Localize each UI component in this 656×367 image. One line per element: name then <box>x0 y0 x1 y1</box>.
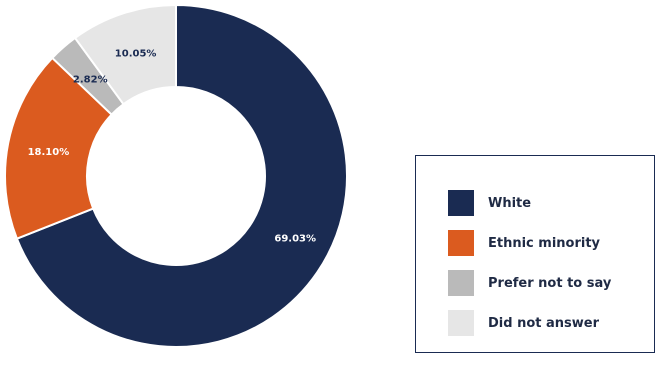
legend-item-ethnic-minority: Ethnic minority <box>448 230 600 256</box>
slice-ethnic-minority <box>4 56 114 240</box>
chart-legend: White Ethnic minority Prefer not to say … <box>415 155 655 353</box>
legend-swatch-prefer-not-to-say <box>448 270 474 296</box>
legend-label-ethnic-minority: Ethnic minority <box>488 235 601 251</box>
data-label-prefer-not-to-say: 2.82% <box>73 74 108 85</box>
legend-item-prefer-not-to-say: Prefer not to say <box>448 270 611 296</box>
slice-did-not-answer <box>73 3 177 106</box>
legend-swatch-white <box>448 190 474 216</box>
slice-white <box>15 3 348 348</box>
legend-item-white: White <box>448 190 531 216</box>
legend-label-did-not-answer: Did not answer <box>488 315 600 331</box>
data-label-ethnic-minority: 18.10% <box>28 147 70 158</box>
legend-label-prefer-not-to-say: Prefer not to say <box>488 275 612 291</box>
data-label-did-not-answer: 10.05% <box>115 48 157 59</box>
data-label-white: 69.03% <box>274 233 316 244</box>
legend-swatch-ethnic-minority <box>448 230 474 256</box>
legend-label-white: White <box>488 195 532 211</box>
legend-swatch-did-not-answer <box>448 310 474 336</box>
legend-item-did-not-answer: Did not answer <box>448 310 599 336</box>
